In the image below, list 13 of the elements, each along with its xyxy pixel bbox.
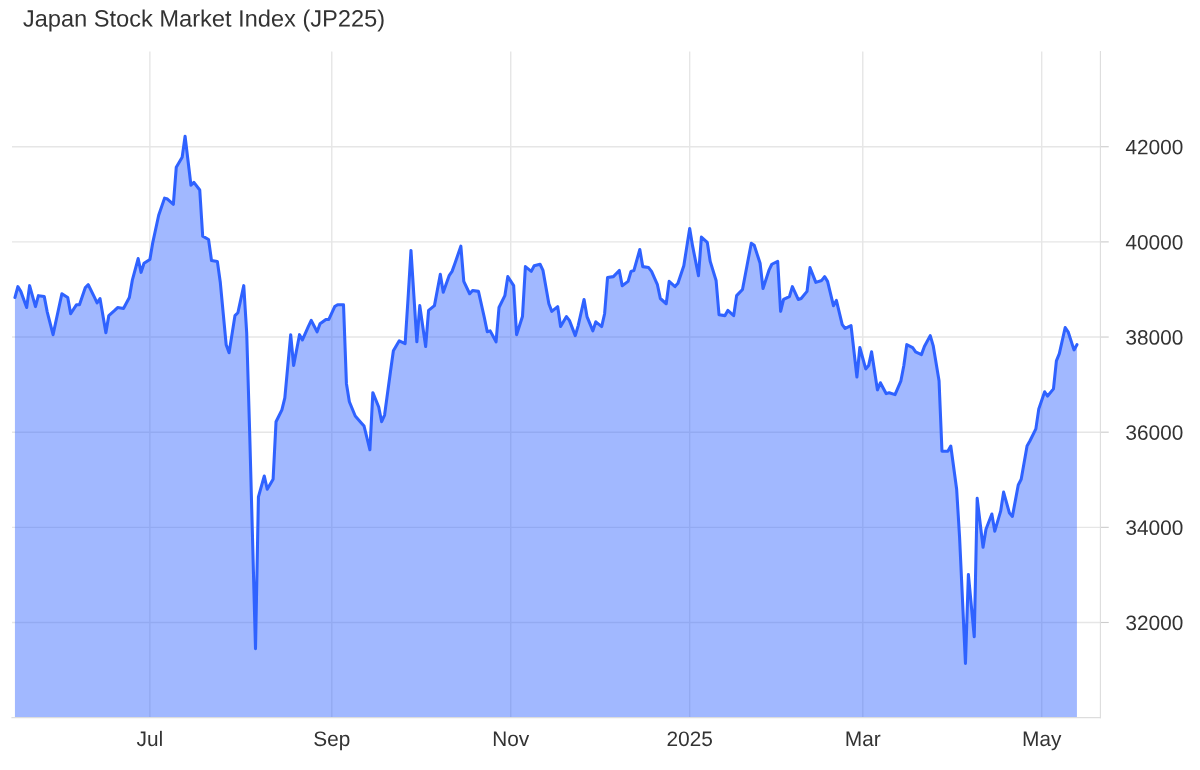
y-tick-label: 42000 (1125, 139, 1183, 155)
x-tick-label: Nov (493, 731, 530, 747)
y-tick-label: 36000 (1126, 425, 1183, 440)
x-tick-label: 2025 (667, 731, 712, 747)
y-tick-label: 40000 (1125, 234, 1183, 250)
y-tick-label: 34000 (1126, 520, 1183, 536)
x-tick-label: May (1023, 731, 1062, 751)
y-tick-label: 32000 (1126, 615, 1183, 631)
x-tick-label: Sep (314, 731, 350, 751)
x-tick-label: Jul (136, 730, 162, 747)
x-tick-label: Mar (846, 731, 881, 747)
y-tick-label: 38000 (1126, 330, 1183, 345)
chart-title: Japan Stock Market Index (JP225) (23, 9, 384, 32)
